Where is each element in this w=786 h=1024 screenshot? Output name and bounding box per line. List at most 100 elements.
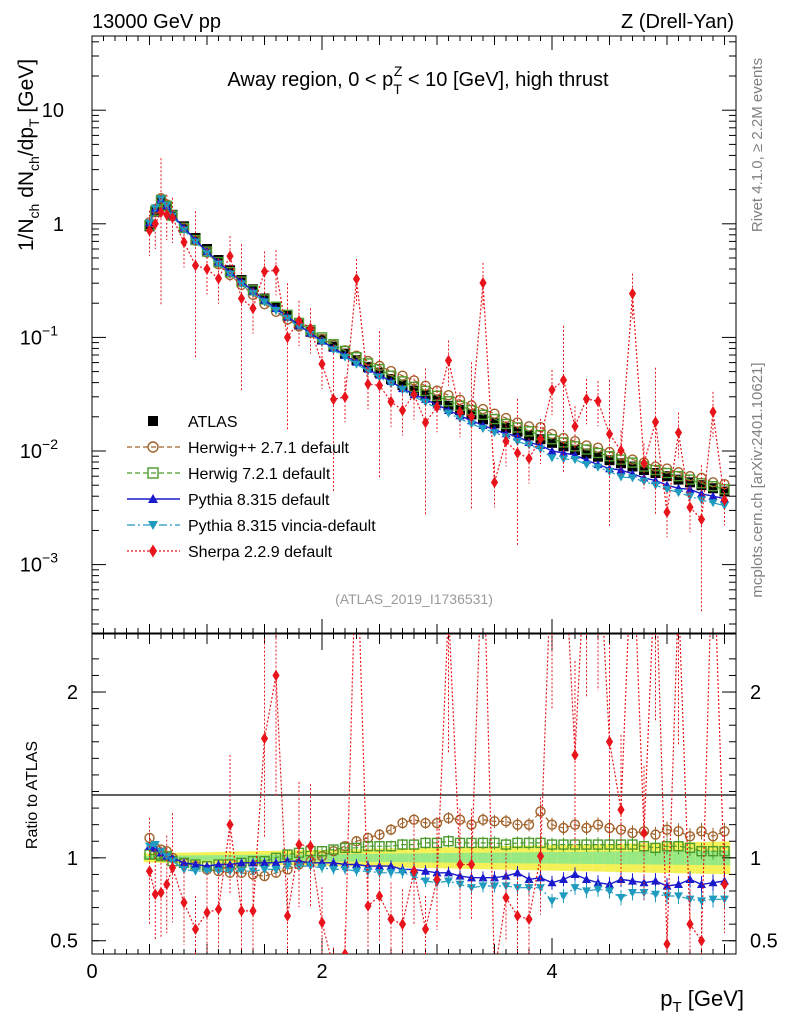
marker-sherpa <box>686 501 694 514</box>
ratio-marker-pythia <box>478 873 488 882</box>
ratio-band-inner <box>592 851 604 865</box>
marker-vincia <box>536 445 545 454</box>
marker-vincia <box>352 360 361 369</box>
ratio-marker-sherpa <box>151 888 159 901</box>
ratio-marker-vincia <box>639 889 649 898</box>
ratio-band-inner <box>672 850 685 865</box>
marker-pythia <box>547 446 557 455</box>
title-rest: < 10 [GeV], high thrust <box>402 69 609 91</box>
ratio-band-inner <box>684 850 696 865</box>
x-axis-label: pT [GeV] <box>660 986 744 1016</box>
ratio-marker-herwigpp <box>707 831 719 842</box>
ratio-marker-vincia <box>697 897 706 906</box>
ratio-marker-vincia <box>651 890 660 899</box>
header-process-label: Z (Drell-Yan) <box>621 11 734 33</box>
marker-vincia <box>513 438 522 447</box>
marker-sherpa <box>456 406 464 418</box>
marker-sherpa <box>329 393 338 406</box>
ratio-band-inner <box>201 855 213 861</box>
marker-herwigpp <box>397 370 408 381</box>
marker-herwig7 <box>707 480 719 492</box>
ratio-marker-pythia <box>352 859 361 869</box>
ratio-marker-herwig7 <box>477 837 489 849</box>
ratio-marker-herwigpp <box>592 819 604 830</box>
marker-herwig7 <box>477 409 489 421</box>
legend-item-pythia: Pythia 8.315 default <box>127 492 330 509</box>
legend-marker <box>149 544 157 558</box>
ratio-band-inner <box>477 852 489 863</box>
ratio-marker-sherpa <box>640 827 648 839</box>
ratio-marker-sherpa <box>260 732 269 745</box>
marker-herwigpp <box>443 389 454 401</box>
ratio-band-inner <box>385 853 397 863</box>
marker-sherpa <box>341 391 349 403</box>
marker-sherpa <box>260 265 269 278</box>
ratio-marker-herwig7 <box>661 841 673 852</box>
ratio-band-inner <box>224 855 236 861</box>
marker-sherpa <box>490 476 499 489</box>
marker-sherpa <box>467 410 476 423</box>
main-series <box>144 158 730 613</box>
marker-sherpa <box>548 384 556 396</box>
marker-sherpa <box>479 277 487 289</box>
ratio-marker-pythia <box>697 879 706 888</box>
ratio-marker-pythia <box>547 878 557 887</box>
ratio-band-inner <box>603 851 616 865</box>
ratio-marker-pythia <box>421 866 430 875</box>
title-sub: T <box>393 81 402 97</box>
legend-marker <box>147 467 159 479</box>
ratio-marker-herwigpp <box>454 814 466 825</box>
ratio-marker-pythia <box>536 873 545 882</box>
ratio-axis-ticks: 0.5 0.5 1 1 2 2 0 2 4 <box>50 634 778 983</box>
ratio-marker-herwigpp <box>431 817 443 829</box>
ratio-marker-vincia <box>386 869 396 878</box>
marker-sherpa <box>617 444 625 457</box>
marker-sherpa <box>180 236 188 248</box>
marker-vincia <box>283 314 292 323</box>
ratio-marker-sherpa <box>306 840 315 853</box>
legend-label: ATLAS <box>188 414 238 431</box>
marker-vincia <box>593 463 603 472</box>
marker-sherpa <box>594 395 602 407</box>
marker-herwig7 <box>546 434 558 445</box>
ratio-marker-herwigpp <box>512 819 523 830</box>
ratio-band-inner <box>511 852 524 864</box>
ratio-marker-sherpa <box>341 948 349 954</box>
ratio-marker-vincia <box>421 877 430 886</box>
xlabel-rest: [GeV] <box>682 986 744 1011</box>
ratio-marker-vincia <box>674 892 683 901</box>
marker-sherpa <box>306 322 315 335</box>
marker-vincia <box>363 367 373 376</box>
ratio-marker-sherpa <box>571 749 579 761</box>
ratio-marker-vincia <box>398 869 407 878</box>
ratio-marker-sherpa <box>163 878 171 891</box>
ratio-marker-sherpa <box>433 873 441 886</box>
ratio-marker-pythia <box>260 858 269 867</box>
ratio-band-inner <box>442 853 455 863</box>
ratio-marker-vincia <box>628 889 637 898</box>
marker-vincia <box>720 502 729 511</box>
legend-item-herwig7: Herwig 7.2.1 default <box>127 466 331 483</box>
ratio-band-inner <box>546 852 558 864</box>
marker-vincia <box>708 499 718 508</box>
ratio-marker-pythia <box>248 858 258 867</box>
ratio-marker-herwig7 <box>362 841 374 852</box>
ratio-marker-sherpa <box>421 923 430 935</box>
ratio-marker-herwig7 <box>696 846 707 857</box>
ratio-band-inner <box>373 853 386 862</box>
marker-sherpa <box>709 406 717 418</box>
ratio-marker-vincia <box>605 887 614 896</box>
ratio-series <box>144 634 730 954</box>
legend-label: Pythia 8.315 default <box>188 492 330 509</box>
ratio-marker-sherpa <box>605 735 614 748</box>
ratio-marker-vincia <box>329 865 338 874</box>
ratio-band-inner <box>488 852 501 864</box>
legend-marker <box>148 494 158 503</box>
marker-sherpa <box>525 452 533 465</box>
ratio-marker-sherpa <box>617 803 625 816</box>
marker-pythia <box>559 448 568 457</box>
ratio-band-inner <box>661 851 673 865</box>
marker-sherpa <box>433 401 441 413</box>
marker-vincia <box>294 323 304 332</box>
